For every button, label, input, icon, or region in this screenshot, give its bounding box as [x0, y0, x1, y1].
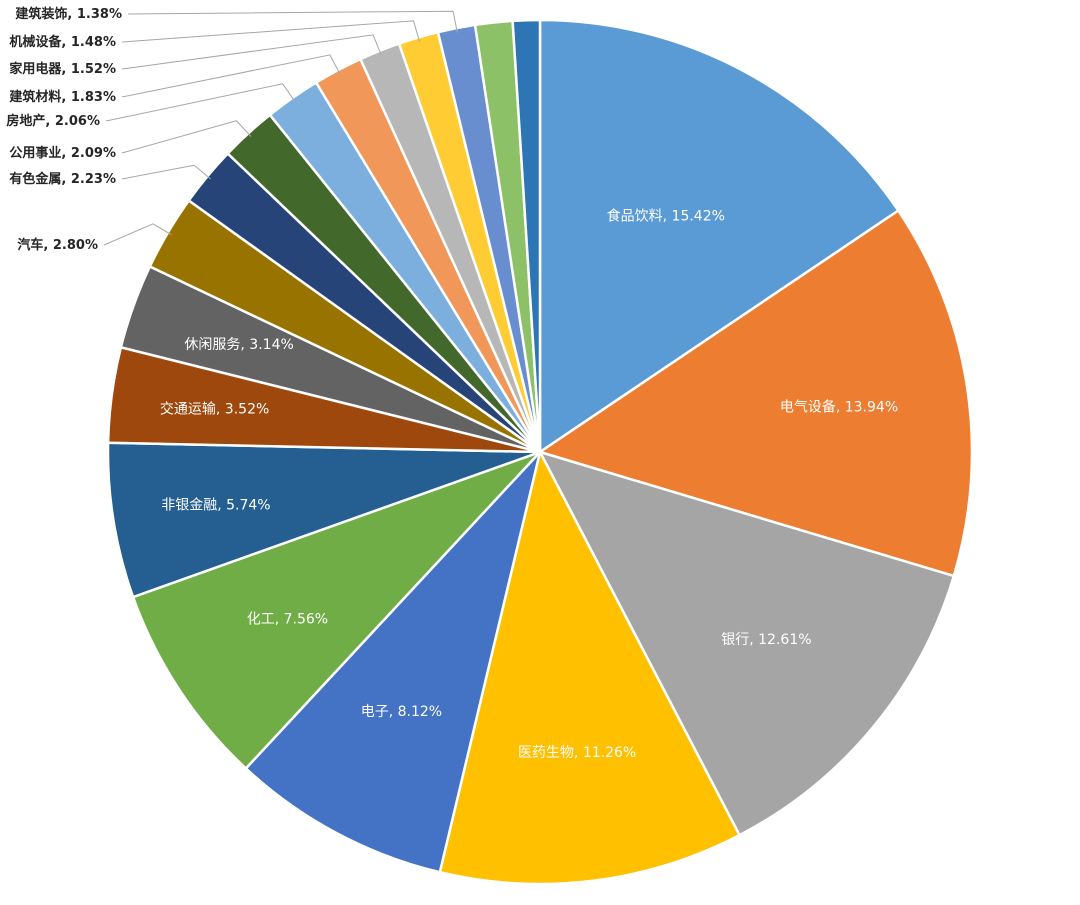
- slice-data-label: 电子, 8.12%: [361, 704, 442, 720]
- pie-slice-5: [131, 450, 542, 770]
- slice-data-label: 房地产, 2.06%: [6, 113, 100, 129]
- leader-line: [121, 34, 382, 70]
- leader-line: [105, 83, 296, 122]
- slice-data-label: 建筑材料, 1.83%: [9, 89, 116, 105]
- slice-data-label: 休闲服务, 3.14%: [184, 337, 293, 353]
- slice-data-label: 化工, 7.56%: [247, 611, 328, 627]
- leader-line: [121, 54, 341, 98]
- slice-data-label: 家用电器, 1.52%: [9, 61, 116, 77]
- leader-line: [127, 10, 458, 33]
- pie-slice-1: [538, 209, 974, 578]
- leader-line: [121, 120, 252, 154]
- slice-data-label: 交通运输, 3.52%: [160, 400, 269, 417]
- slices-layer: [106, 18, 974, 886]
- slice-data-label: 银行, 12.61%: [721, 632, 811, 648]
- slice-data-label: 医药生物, 11.26%: [518, 745, 636, 761]
- leader-line: [121, 164, 212, 180]
- slice-data-label: 机械设备, 1.48%: [9, 34, 116, 50]
- slice-data-label: 非银金融, 5.74%: [161, 498, 270, 514]
- leader-line: [103, 223, 172, 246]
- pie-slice-0: [538, 18, 900, 454]
- slice-data-label: 公用事业, 2.09%: [9, 145, 116, 161]
- leader-lines-layer: [103, 10, 458, 246]
- slice-data-label: 电气设备, 13.94%: [780, 399, 898, 416]
- pie-slice-2: [538, 450, 956, 837]
- slice-data-label: 建筑装饰, 1.38%: [15, 6, 122, 22]
- slice-data-label: 食品饮料, 15.42%: [607, 208, 725, 225]
- leader-line: [121, 20, 421, 43]
- pie-slice-4: [244, 450, 542, 874]
- pie-slice-unlabeled-18: [511, 18, 542, 454]
- slice-data-label: 有色金属, 2.23%: [9, 171, 116, 187]
- slice-data-label: 汽车, 2.80%: [17, 237, 98, 253]
- labels-layer: 食品饮料, 15.42% 电气设备, 13.94% 银行, 12.61% 医药生物, …: [6, 6, 898, 761]
- pie-slice-6: [106, 441, 542, 599]
